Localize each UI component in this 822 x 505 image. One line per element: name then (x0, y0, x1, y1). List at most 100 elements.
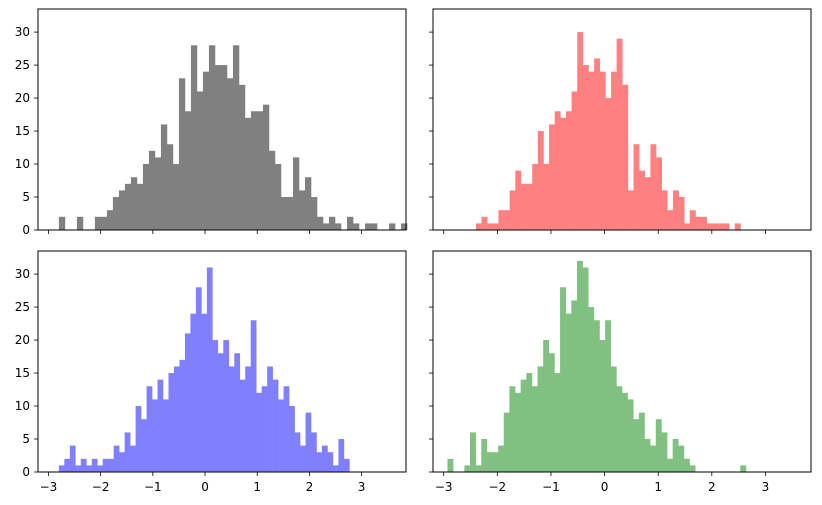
histogram-bar (179, 359, 186, 472)
histogram-bar (347, 216, 354, 230)
histogram-bar (108, 458, 114, 472)
histogram-bar (256, 392, 262, 472)
histogram-bar (656, 157, 662, 230)
histogram-bar (130, 445, 136, 472)
x-tick-label: −3 (40, 480, 58, 494)
histogram-bar (487, 223, 494, 230)
histogram-bar (141, 419, 147, 472)
y-tick-label: 30 (15, 267, 30, 281)
histogram-bar (706, 223, 713, 230)
histogram-bar (130, 177, 138, 230)
histogram-bar (267, 366, 273, 472)
histogram-bar (64, 458, 71, 472)
histogram-bar (196, 91, 204, 231)
x-tick-label: −2 (488, 480, 506, 494)
x-tick-label: 0 (201, 480, 209, 494)
histogram-bar (678, 445, 685, 472)
histogram-bar (531, 386, 538, 472)
histogram-bar (481, 439, 488, 472)
x-tick-label: −2 (92, 480, 110, 494)
histogram-bar (605, 98, 612, 230)
histogram-bar (190, 313, 197, 472)
histogram-bar (740, 465, 747, 472)
histogram-bar (526, 373, 533, 472)
x-tick-label: 1 (654, 480, 662, 494)
histogram-bar (576, 260, 583, 472)
histogram-bar (172, 164, 180, 230)
histogram-bar (672, 190, 679, 230)
histogram-bar (338, 439, 345, 472)
histogram-bar (633, 419, 640, 472)
histogram-bar (554, 111, 561, 230)
histogram-bar (300, 445, 306, 472)
histogram-bar (667, 458, 673, 472)
histogram-bar (195, 287, 202, 472)
histogram-bar (644, 439, 651, 472)
y-tick-label: 30 (15, 25, 30, 39)
histogram-bar (565, 111, 572, 230)
histogram-bar (190, 45, 198, 230)
axes-frame (432, 8, 812, 231)
histogram-bar (327, 452, 334, 472)
histogram-bar (124, 183, 132, 230)
histogram-bar (734, 223, 741, 230)
histogram-bar (599, 340, 606, 472)
histogram-bar (124, 432, 131, 472)
histogram-bar (610, 366, 617, 472)
histogram-bar (577, 32, 584, 231)
histogram-bar (560, 117, 567, 230)
axes-frame (37, 250, 407, 473)
histogram-bar (605, 320, 612, 472)
histogram-bar (582, 267, 589, 472)
histogram-bar (537, 366, 544, 472)
histogram-bar (250, 111, 258, 230)
histogram-bar (593, 320, 600, 472)
histogram-bar (537, 131, 544, 230)
histogram-bar (113, 445, 120, 472)
histogram-bar (503, 412, 510, 472)
histogram-bar (650, 144, 657, 230)
histogram-bar (371, 223, 378, 230)
histogram-bar (317, 216, 324, 230)
histogram-bar (311, 432, 317, 472)
histogram-bar (627, 190, 634, 230)
histogram-bar (223, 340, 230, 472)
x-tick-label: 3 (358, 480, 366, 494)
histogram-bar (627, 399, 634, 472)
histogram-bars (475, 32, 741, 231)
histogram-bar (58, 216, 66, 230)
y-tick-label: 25 (15, 58, 30, 72)
histogram-bar (69, 445, 76, 472)
histogram-bar (332, 465, 339, 472)
histogram-bar (532, 164, 539, 230)
histogram-bar (168, 373, 175, 472)
y-tick-label: 15 (15, 366, 30, 380)
histogram-bar (638, 412, 645, 472)
histogram-bar (76, 216, 84, 230)
histogram-bar (268, 150, 276, 230)
y-tick-label: 20 (15, 91, 30, 105)
histogram-bar (245, 366, 252, 472)
histogram-bar (504, 210, 510, 230)
histogram-bar (723, 223, 730, 230)
x-tick-label: 0 (601, 480, 609, 494)
histogram-bar (689, 465, 696, 472)
histogram-bar (689, 210, 696, 230)
y-tick-label: 25 (15, 300, 30, 314)
histogram-bar (549, 124, 556, 230)
histogram-bar (565, 313, 572, 472)
histogram-bar (173, 366, 180, 472)
histogram-bar (616, 386, 623, 472)
histogram-bar (323, 223, 330, 230)
histogram-bar (217, 353, 224, 472)
histogram-bar (154, 157, 162, 230)
histogram-bar (75, 465, 82, 472)
histogram-bar (560, 287, 566, 472)
histogram-bar (274, 164, 282, 230)
histogram-bar (475, 465, 482, 472)
y-tick-label: 5 (22, 190, 30, 204)
histogram-bar (481, 216, 488, 230)
histogram-bar (286, 197, 294, 230)
x-tick-label: 3 (762, 480, 770, 494)
histogram-bar (208, 45, 216, 230)
